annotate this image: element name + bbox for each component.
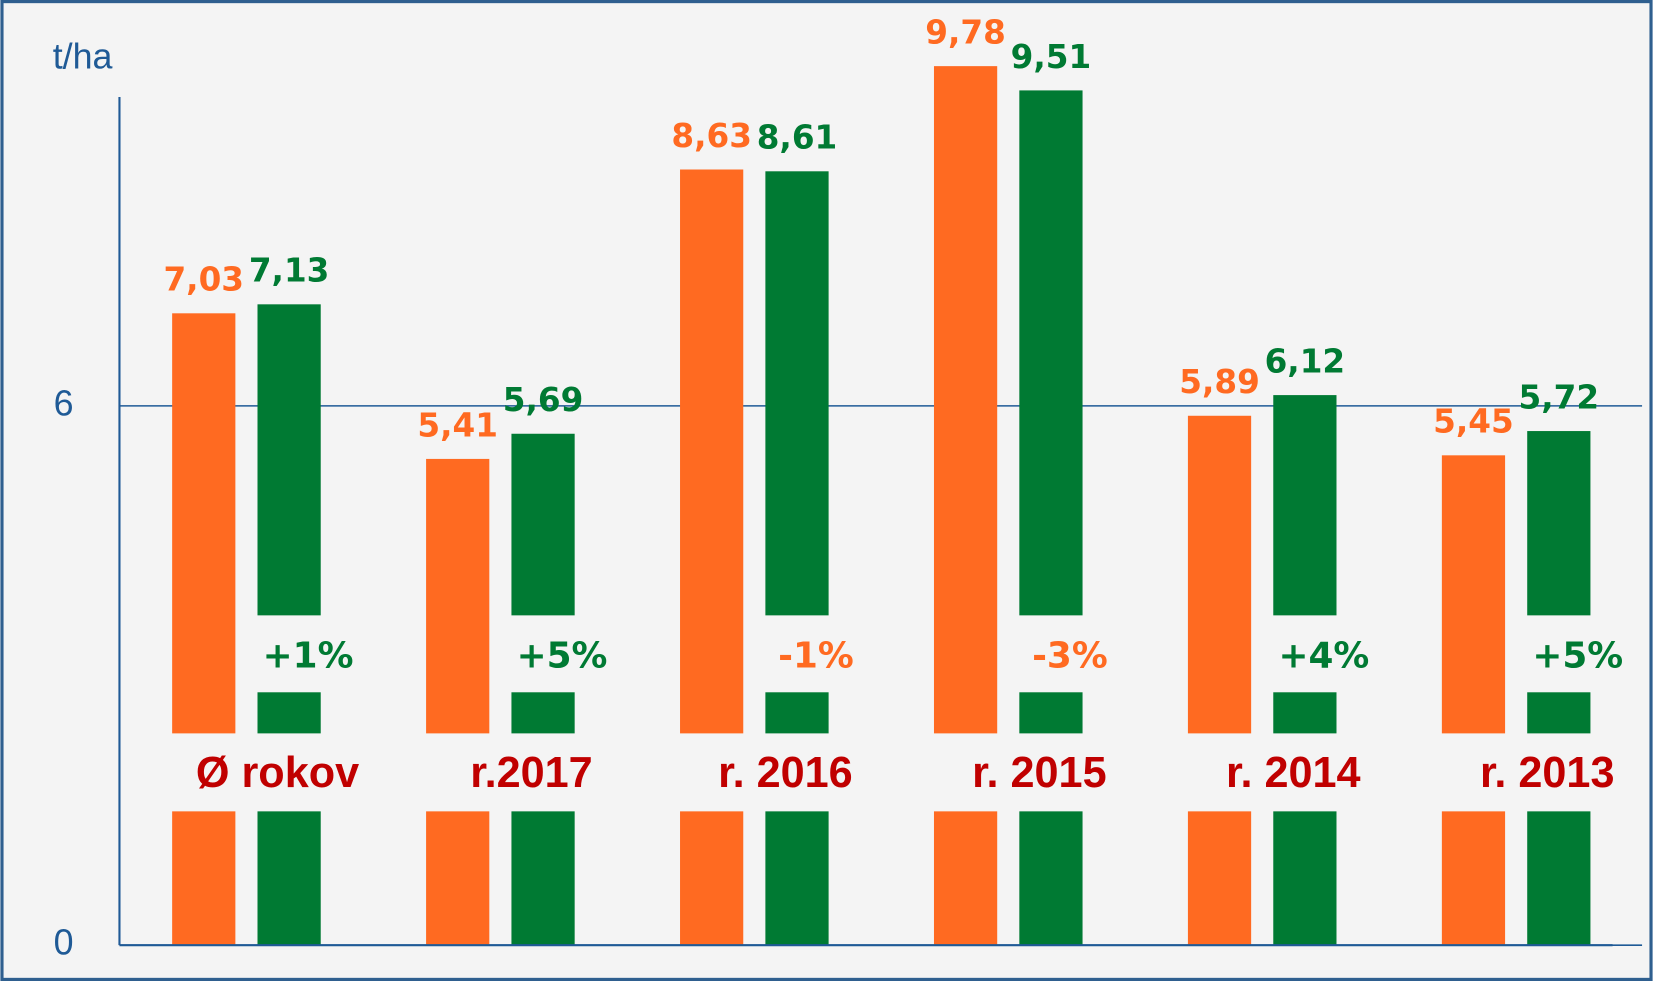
- label-gap: [256, 615, 322, 693]
- bar: [765, 171, 829, 946]
- x-tick-label: r.2017: [470, 749, 592, 797]
- x-tick-label: r. 2016: [718, 749, 853, 797]
- value-label: 5,41: [417, 406, 498, 444]
- bar: [1187, 415, 1252, 946]
- label-gap: [1526, 615, 1592, 693]
- change-label: -1%: [778, 636, 854, 677]
- value-label: 9,78: [925, 14, 1006, 52]
- change-label: +5%: [1532, 636, 1623, 677]
- x-tick-label: r. 2015: [972, 749, 1106, 797]
- bar: [1019, 90, 1083, 946]
- value-label: 5,69: [503, 381, 584, 419]
- y-axis-label: t/ha: [53, 36, 113, 76]
- value-label: 9,51: [1011, 38, 1092, 76]
- x-tick-label: r. 2013: [1480, 749, 1615, 797]
- value-label: 7,03: [163, 261, 244, 299]
- y-tick-label: 6: [54, 383, 74, 423]
- value-label: 5,45: [1433, 403, 1514, 441]
- value-label: 8,63: [671, 117, 752, 155]
- value-label: 8,61: [757, 119, 838, 157]
- value-label: 6,12: [1265, 342, 1346, 380]
- category-strip: [121, 733, 1640, 812]
- x-tick-label: Ø rokov: [196, 749, 359, 797]
- bar: [172, 313, 236, 946]
- label-gap: [1018, 615, 1084, 693]
- value-label: 7,13: [249, 252, 330, 290]
- bar: [933, 66, 998, 946]
- x-tick-label: r. 2014: [1226, 749, 1361, 797]
- label-gap: [510, 615, 576, 693]
- label-gap: [1272, 615, 1338, 693]
- y-tick-label: 0: [54, 923, 74, 963]
- bar: [680, 169, 744, 946]
- change-label: +4%: [1278, 636, 1369, 677]
- label-gap: [764, 615, 830, 693]
- value-label: 5,89: [1179, 363, 1260, 401]
- change-label: +5%: [517, 636, 608, 677]
- change-label: -3%: [1032, 636, 1108, 677]
- change-label: +1%: [263, 636, 354, 677]
- bar: [426, 458, 490, 946]
- bar: [1441, 455, 1506, 946]
- value-label: 5,72: [1519, 378, 1600, 416]
